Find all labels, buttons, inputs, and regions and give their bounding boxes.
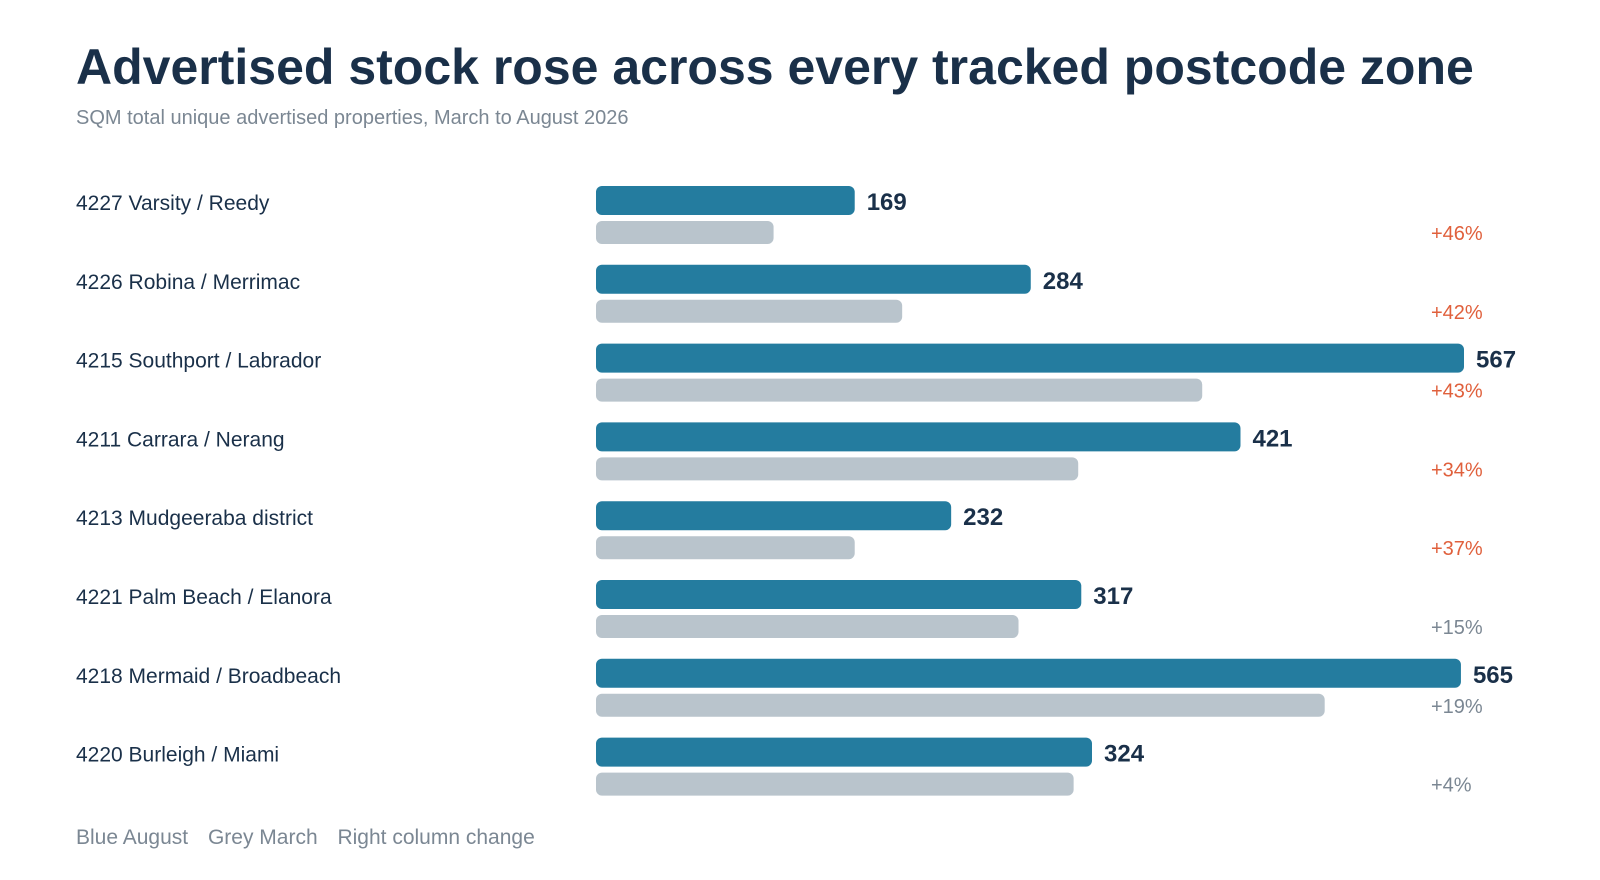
august-bar: [596, 658, 1461, 688]
change-label: +37%: [1431, 538, 1483, 560]
change-label: +34%: [1431, 459, 1483, 481]
august-bar: [596, 422, 1241, 452]
march-bar: [596, 615, 1019, 638]
category-label: 4227 Varsity / Reedy: [76, 192, 270, 215]
category-label: 4213 Mudgeeraba district: [76, 507, 313, 530]
change-label: +43%: [1431, 381, 1483, 403]
change-label: +15%: [1431, 617, 1483, 639]
chart-subtitle: SQM total unique advertised properties, …: [76, 107, 629, 129]
march-bar: [596, 693, 1325, 717]
march-bar: [596, 772, 1074, 796]
change-label: +4%: [1431, 775, 1472, 797]
value-label: 567: [1476, 347, 1516, 374]
legend: Blue August Grey March Right column chan…: [76, 826, 549, 850]
august-bar: [596, 343, 1464, 373]
value-label: 421: [1252, 425, 1292, 452]
legend-august: Blue August: [76, 826, 189, 849]
change-label: +46%: [1431, 223, 1483, 245]
change-label: +42%: [1431, 302, 1483, 324]
value-label: 232: [963, 504, 1003, 531]
category-label: 4226 Robina / Merrimac: [76, 271, 300, 294]
march-bar: [596, 378, 1203, 402]
category-label: 4220 Burleigh / Miami: [76, 744, 279, 767]
legend-march: Grey March: [207, 826, 318, 849]
value-label: 317: [1093, 583, 1133, 610]
august-bar: [596, 264, 1031, 294]
category-label: 4218 Mermaid / Broadbeach: [76, 665, 341, 688]
value-label: 565: [1473, 662, 1513, 689]
august-bar: [596, 501, 952, 531]
august-bar: [596, 186, 855, 215]
august-bar: [596, 580, 1082, 609]
value-label: 284: [1043, 268, 1084, 295]
value-label: 169: [867, 189, 907, 216]
category-label: 4215 Southport / Labrador: [76, 350, 321, 373]
change-label: +19%: [1431, 696, 1483, 718]
category-label: 4211 Carrara / Nerang: [76, 428, 285, 451]
legend-change: Right column change: [337, 826, 535, 849]
august-bar: [596, 737, 1092, 767]
value-label: 324: [1104, 741, 1145, 768]
march-bar: [596, 536, 855, 560]
march-bar: [596, 457, 1079, 481]
bar-chart: 4227 Varsity / Reedy 169 +46% 4226 Robina /…: [76, 186, 1516, 797]
march-bar: [596, 299, 903, 323]
march-bar: [596, 221, 774, 244]
chart-title: Advertised stock rose across every track…: [76, 39, 1474, 95]
category-label: 4221 Palm Beach / Elanora: [76, 586, 332, 609]
